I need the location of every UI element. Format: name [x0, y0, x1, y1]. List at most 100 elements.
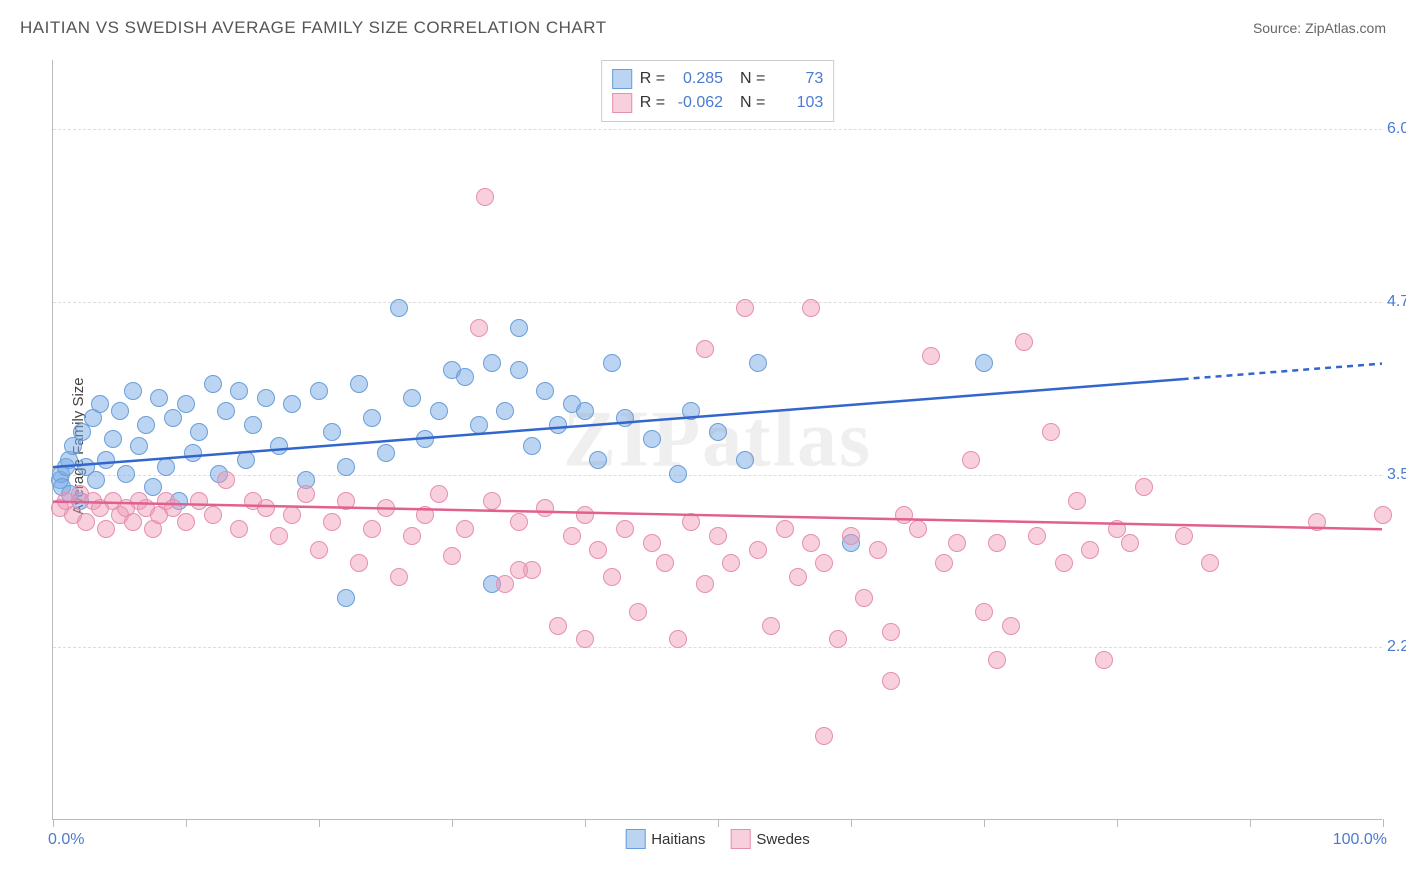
data-point	[310, 541, 328, 559]
data-point	[882, 623, 900, 641]
data-point	[350, 554, 368, 572]
data-point	[270, 437, 288, 455]
data-point	[789, 568, 807, 586]
data-point	[363, 520, 381, 538]
data-point	[470, 319, 488, 337]
data-point	[616, 409, 634, 427]
data-point	[403, 527, 421, 545]
x-axis-min-label: 0.0%	[48, 831, 84, 849]
data-point	[603, 354, 621, 372]
data-point	[130, 437, 148, 455]
data-point	[669, 465, 687, 483]
data-point	[669, 630, 687, 648]
data-point	[483, 354, 501, 372]
data-point	[736, 451, 754, 469]
data-point	[204, 506, 222, 524]
data-point	[616, 520, 634, 538]
data-point	[496, 575, 514, 593]
data-point	[869, 541, 887, 559]
data-point	[390, 568, 408, 586]
gridline	[53, 302, 1382, 303]
data-point	[510, 513, 528, 531]
legend-label-swedes: Swedes	[756, 831, 809, 848]
data-point	[603, 568, 621, 586]
data-point	[91, 395, 109, 413]
r-label: R =	[640, 70, 665, 88]
y-tick-label: 2.25	[1387, 638, 1406, 656]
data-point	[776, 520, 794, 538]
data-point	[1201, 554, 1219, 572]
data-point	[1121, 534, 1139, 552]
data-point	[150, 389, 168, 407]
x-tick	[585, 819, 586, 827]
data-point	[975, 603, 993, 621]
data-point	[87, 471, 105, 489]
data-point	[456, 520, 474, 538]
chart-plot-area: ZIPatlas 2.253.504.756.00 0.0% 100.0% R …	[52, 60, 1382, 820]
data-point	[117, 465, 135, 483]
data-point	[283, 506, 301, 524]
data-point	[1374, 506, 1392, 524]
data-point	[629, 603, 647, 621]
n-value-swedes: 103	[773, 94, 823, 112]
data-point	[104, 430, 122, 448]
data-point	[430, 402, 448, 420]
gridline	[53, 647, 1382, 648]
data-point	[749, 541, 767, 559]
legend-label-haitians: Haitians	[651, 831, 705, 848]
data-point	[337, 492, 355, 510]
x-tick	[1383, 819, 1384, 827]
data-point	[1015, 333, 1033, 351]
r-value-swedes: -0.062	[673, 94, 723, 112]
data-point	[815, 554, 833, 572]
data-point	[829, 630, 847, 648]
data-point	[576, 630, 594, 648]
data-point	[709, 423, 727, 441]
data-point	[456, 368, 474, 386]
data-point	[709, 527, 727, 545]
data-point	[988, 534, 1006, 552]
data-point	[350, 375, 368, 393]
data-point	[935, 554, 953, 572]
data-point	[1175, 527, 1193, 545]
data-point	[656, 554, 674, 572]
data-point	[137, 416, 155, 434]
data-point	[204, 375, 222, 393]
x-tick	[851, 819, 852, 827]
data-point	[802, 299, 820, 317]
data-point	[882, 672, 900, 690]
data-point	[217, 471, 235, 489]
x-tick	[1117, 819, 1118, 827]
data-point	[124, 382, 142, 400]
data-point	[217, 402, 235, 420]
gridline	[53, 475, 1382, 476]
data-point	[563, 527, 581, 545]
legend: Haitians Swedes	[625, 829, 810, 849]
data-point	[802, 534, 820, 552]
data-point	[190, 423, 208, 441]
data-point	[510, 361, 528, 379]
data-point	[257, 389, 275, 407]
data-point	[975, 354, 993, 372]
data-point	[323, 513, 341, 531]
data-point	[576, 506, 594, 524]
data-point	[483, 492, 501, 510]
data-point	[496, 402, 514, 420]
data-point	[363, 409, 381, 427]
data-point	[1308, 513, 1326, 531]
data-point	[443, 547, 461, 565]
data-point	[377, 499, 395, 517]
data-point	[749, 354, 767, 372]
x-axis-max-label: 100.0%	[1333, 831, 1387, 849]
data-point	[696, 575, 714, 593]
data-point	[164, 409, 182, 427]
data-point	[476, 188, 494, 206]
y-tick-label: 4.75	[1387, 293, 1406, 311]
data-point	[310, 382, 328, 400]
n-label: N =	[731, 94, 765, 112]
x-tick	[319, 819, 320, 827]
data-point	[1002, 617, 1020, 635]
data-point	[1055, 554, 1073, 572]
data-point	[270, 527, 288, 545]
x-tick	[718, 819, 719, 827]
